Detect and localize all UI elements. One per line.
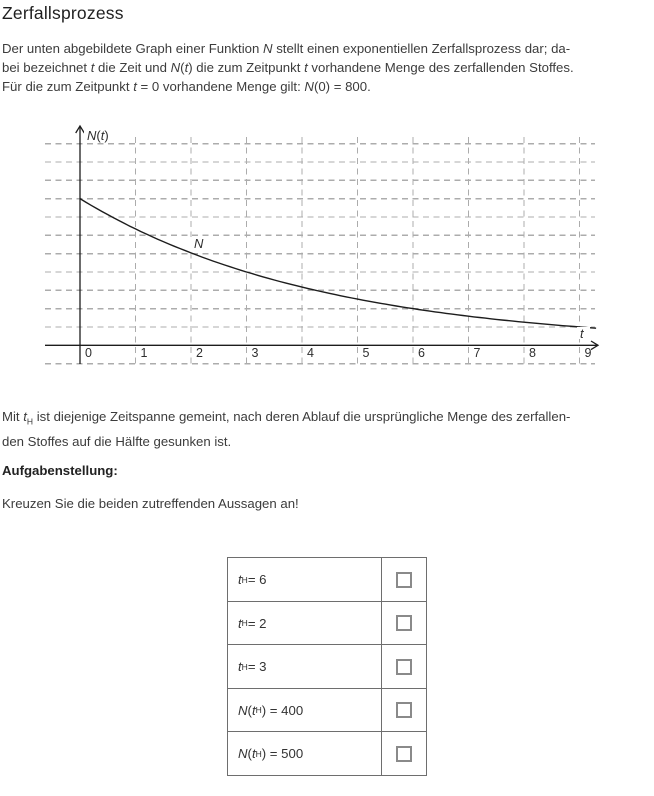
checkbox-cell-4 bbox=[380, 731, 427, 776]
answer-checkbox-2[interactable] bbox=[395, 658, 412, 675]
label-bg bbox=[577, 327, 590, 339]
checkbox-cell-1 bbox=[380, 600, 427, 646]
decay-graph: 0 1 2 3 4 5 6 7 8 9 N(t) t N bbox=[45, 124, 600, 366]
intro-line: Für die zum Zeitpunkt t = 0 vorhandene M… bbox=[2, 79, 371, 94]
checkbox-cell-2 bbox=[380, 644, 427, 689]
y-axis-label: N(t) bbox=[87, 128, 109, 143]
y-axis-arrow-icon bbox=[75, 124, 85, 134]
x-tick-label: 3 bbox=[252, 346, 259, 360]
halflife-paragraph: Mit tH ist diejenige Zeitspanne gemeint,… bbox=[2, 407, 570, 451]
statement-cell-3: N(t H) = 400 bbox=[227, 687, 382, 733]
instruction-text: Kreuzen Sie die beiden zutreffenden Auss… bbox=[2, 496, 299, 511]
x-tick-label: 6 bbox=[418, 346, 425, 360]
intro-line: bei bezeichnet t die Zeit und N(t) die z… bbox=[2, 60, 574, 75]
x-tick-label: 8 bbox=[529, 346, 536, 360]
answer-checkbox-4[interactable] bbox=[395, 745, 412, 762]
label-bg bbox=[190, 237, 205, 249]
intro-paragraph: Der unten abgebildete Graph einer Funkti… bbox=[2, 39, 574, 96]
answer-checkbox-0[interactable] bbox=[395, 571, 412, 588]
x-tick-label: 4 bbox=[307, 346, 314, 360]
x-tick-label: 0 bbox=[85, 346, 92, 360]
x-tick-label: 7 bbox=[474, 346, 481, 360]
label-bg bbox=[84, 129, 118, 142]
decay-curve bbox=[79, 198, 597, 329]
curve-label: N bbox=[194, 236, 204, 251]
halflife-line: Mit tH ist diejenige Zeitspanne gemeint,… bbox=[2, 409, 571, 427]
x-tick-label: 9 bbox=[585, 346, 592, 360]
checkbox-cell-0 bbox=[380, 557, 427, 602]
statement-cell-4: N(t H) = 500 bbox=[227, 731, 382, 776]
page-title: Zerfallsprozess bbox=[2, 3, 124, 23]
x-tick-label: 5 bbox=[363, 346, 370, 360]
x-tick-label: 2 bbox=[196, 346, 203, 360]
answer-checkbox-1[interactable] bbox=[395, 615, 412, 631]
x-tick-label: 1 bbox=[141, 346, 148, 360]
checkbox-cell-3 bbox=[380, 687, 427, 733]
x-axis-label: t bbox=[580, 326, 585, 341]
answer-checkbox-3[interactable] bbox=[395, 702, 412, 718]
x-axis-arrow-icon bbox=[590, 340, 600, 351]
table-row: N(t H) = 400 bbox=[227, 687, 427, 733]
table-row: N(t H) = 500 bbox=[227, 731, 427, 776]
halflife-line: den Stoffes auf die Hälfte gesunken ist. bbox=[2, 433, 232, 449]
intro-line: Der unten abgebildete Graph einer Funkti… bbox=[2, 41, 571, 56]
task-heading: Aufgabenstellung: bbox=[2, 463, 118, 478]
